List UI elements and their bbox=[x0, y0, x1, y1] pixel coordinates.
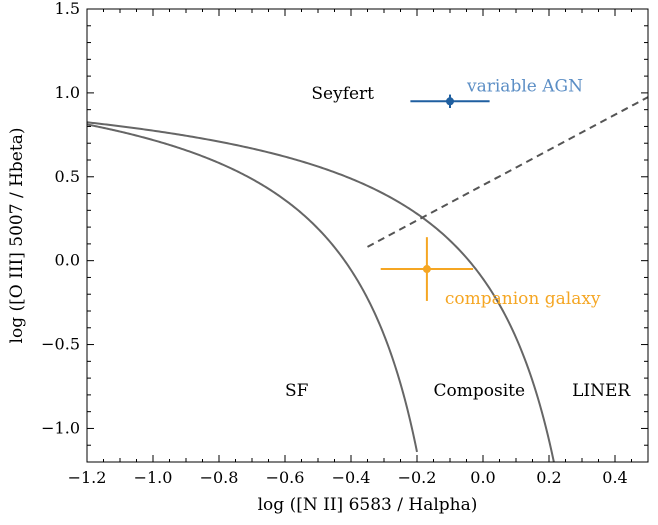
y-axis-label: log ([O III] 5007 / Hbeta) bbox=[7, 128, 27, 344]
y-tick-label: −1.0 bbox=[41, 418, 80, 437]
kewley-line bbox=[87, 121, 555, 462]
data-points: variable AGN companion galaxy bbox=[380, 76, 601, 309]
region-label-liner: LINER bbox=[572, 381, 631, 401]
axis-ticks bbox=[86, 8, 649, 463]
y-tick-labels: −1.0 −0.5 0.0 0.5 1.0 1.5 bbox=[41, 0, 80, 437]
x-tick-label: −1.0 bbox=[134, 468, 173, 487]
region-labels: Seyfert SF Composite LINER bbox=[285, 84, 631, 401]
region-label-seyfert: Seyfert bbox=[311, 84, 374, 104]
x-tick-labels: −1.2 −1.0 −0.8 −0.6 −0.4 −0.2 0.0 0.2 0.4 bbox=[68, 468, 628, 487]
x-tick-label: −0.2 bbox=[398, 468, 437, 487]
companion-galaxy-label: companion galaxy bbox=[445, 289, 601, 309]
demarcation-curves bbox=[87, 96, 648, 462]
region-label-composite: Composite bbox=[434, 381, 526, 401]
variable-AGN-marker bbox=[446, 97, 454, 106]
companion-galaxy-marker bbox=[422, 265, 431, 274]
variable-AGN-label: variable AGN bbox=[466, 76, 583, 96]
x-axis-label: log ([N II] 6583 / Halpha) bbox=[258, 495, 478, 515]
seyfert-liner-line bbox=[367, 96, 648, 248]
x-tick-label: 0.4 bbox=[602, 468, 627, 487]
y-tick-label: 0.5 bbox=[55, 167, 80, 186]
x-tick-label: 0.0 bbox=[470, 468, 495, 487]
x-tick-label: −0.8 bbox=[200, 468, 239, 487]
kauffmann-line bbox=[87, 123, 418, 453]
region-label-sf: SF bbox=[285, 381, 309, 401]
y-tick-label: 1.0 bbox=[55, 83, 80, 102]
x-tick-label: 0.2 bbox=[536, 468, 561, 487]
y-tick-label: 1.5 bbox=[55, 0, 80, 18]
x-tick-label: −0.6 bbox=[266, 468, 305, 487]
y-tick-label: −0.5 bbox=[41, 335, 80, 354]
y-tick-label: 0.0 bbox=[55, 251, 80, 270]
x-tick-label: −0.4 bbox=[332, 468, 371, 487]
x-tick-label: −1.2 bbox=[68, 468, 107, 487]
